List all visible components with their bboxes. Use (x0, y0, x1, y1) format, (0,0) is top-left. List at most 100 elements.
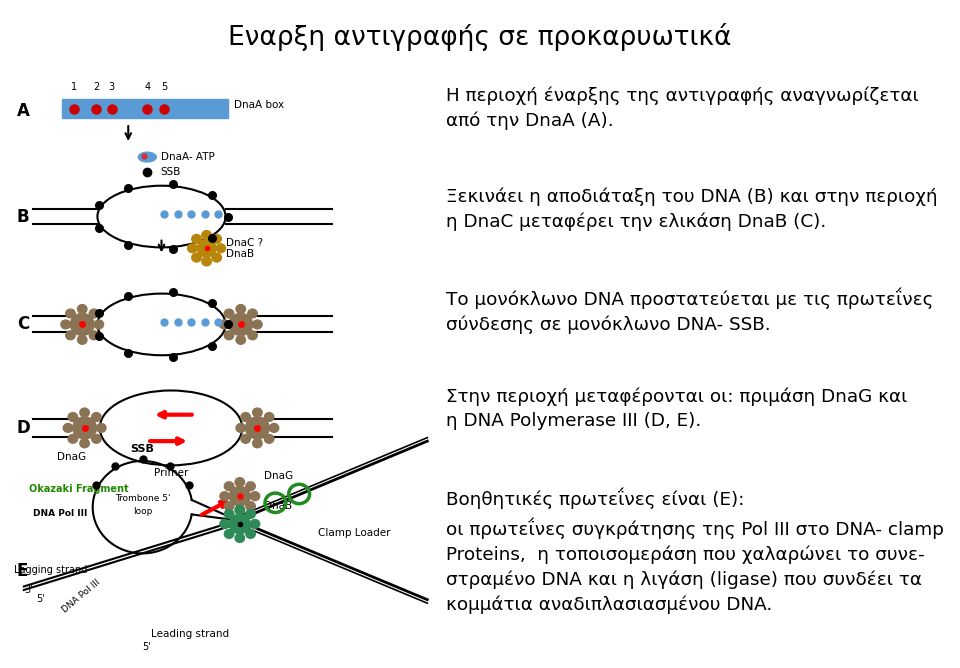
Circle shape (216, 244, 226, 253)
Circle shape (80, 408, 89, 417)
Circle shape (225, 309, 234, 318)
Circle shape (96, 424, 106, 432)
FancyBboxPatch shape (61, 100, 228, 118)
Text: E: E (16, 562, 28, 580)
Text: DNA Pol III: DNA Pol III (60, 578, 102, 615)
Circle shape (220, 320, 228, 329)
Circle shape (65, 331, 75, 340)
Text: Lagging strand: Lagging strand (14, 565, 87, 575)
Circle shape (252, 320, 262, 329)
Circle shape (225, 482, 234, 490)
Circle shape (225, 502, 234, 510)
Text: 5': 5' (36, 594, 44, 604)
Circle shape (251, 492, 260, 500)
Circle shape (235, 478, 245, 486)
Circle shape (228, 313, 252, 335)
Circle shape (94, 320, 104, 329)
Circle shape (225, 331, 234, 340)
Circle shape (202, 257, 211, 266)
Circle shape (91, 434, 101, 444)
Circle shape (229, 486, 251, 506)
Text: SSB: SSB (131, 444, 155, 454)
Text: Η περιοχή έναρξης της αντιγραφής αναγνωρίζεται
από την DnaA (A).: Η περιοχή έναρξης της αντιγραφής αναγνωρ… (446, 87, 919, 130)
Circle shape (251, 520, 260, 528)
Circle shape (246, 417, 269, 439)
Text: Βοηθητικές πρωτεΐνες είναι (E):
οι πρωτεΐνες συγκράτησης της Pol III στο DNA- cl: Βοηθητικές πρωτεΐνες είναι (E): οι πρωτε… (446, 488, 945, 614)
Text: Leading strand: Leading strand (151, 629, 229, 639)
Circle shape (68, 413, 78, 422)
Text: DnaC ?: DnaC ? (226, 238, 263, 248)
Circle shape (246, 502, 255, 510)
Circle shape (225, 530, 234, 538)
Circle shape (236, 335, 246, 344)
Circle shape (269, 424, 278, 432)
Text: 1: 1 (71, 82, 77, 92)
Text: Το μονόκλωνο DNA προστατεύεται με τις πρωτεΐνες
σύνδεσης σε μονόκλωνο DNA- SSB.: Το μονόκλωνο DNA προστατεύεται με τις πρ… (446, 287, 934, 334)
Text: 4: 4 (144, 82, 151, 92)
Circle shape (202, 230, 211, 239)
Circle shape (70, 313, 94, 335)
Ellipse shape (138, 152, 156, 162)
Circle shape (225, 510, 234, 518)
Circle shape (264, 434, 274, 444)
Text: 3: 3 (108, 82, 114, 92)
Text: 3': 3' (24, 585, 33, 595)
Circle shape (252, 439, 262, 448)
Circle shape (246, 510, 255, 518)
Text: Trombone 5': Trombone 5' (115, 494, 170, 502)
Circle shape (236, 424, 246, 432)
Circle shape (264, 413, 274, 422)
Circle shape (235, 506, 245, 514)
Circle shape (73, 417, 96, 439)
Circle shape (252, 408, 262, 417)
Circle shape (246, 530, 255, 538)
Text: DnaG: DnaG (57, 452, 85, 462)
Circle shape (229, 514, 251, 534)
Circle shape (220, 492, 229, 500)
Text: DnaA box: DnaA box (233, 100, 284, 110)
Circle shape (68, 434, 78, 444)
Text: Εναρξη αντιγραφής σε προκαρυωτικά: Εναρξη αντιγραφής σε προκαρυωτικά (228, 23, 732, 51)
Text: DnaG: DnaG (264, 470, 293, 480)
Circle shape (212, 234, 222, 243)
Circle shape (248, 331, 257, 340)
Circle shape (80, 439, 89, 448)
Circle shape (78, 335, 87, 344)
Text: A: A (16, 102, 30, 120)
Text: B: B (16, 208, 30, 226)
Circle shape (89, 309, 99, 318)
Circle shape (241, 434, 251, 444)
Circle shape (235, 506, 245, 514)
Text: DnaB: DnaB (264, 502, 292, 512)
Text: Ξεκινάει η αποδιάταξη του DNA (B) και στην περιοχή
η DnaC μεταφέρει την ελικάση : Ξεκινάει η αποδιάταξη του DNA (B) και στ… (446, 187, 938, 230)
Circle shape (89, 331, 99, 340)
Circle shape (187, 244, 197, 253)
Circle shape (241, 413, 251, 422)
Text: SSB: SSB (160, 168, 180, 178)
Text: C: C (16, 315, 29, 333)
Circle shape (197, 239, 216, 257)
Circle shape (78, 305, 87, 313)
Circle shape (60, 320, 70, 329)
Text: Okazaki Fragment: Okazaki Fragment (29, 484, 129, 494)
Circle shape (63, 424, 73, 432)
Circle shape (246, 482, 255, 490)
Text: 2: 2 (93, 82, 99, 92)
Circle shape (220, 520, 229, 528)
Text: DnaB: DnaB (226, 249, 253, 259)
Circle shape (248, 309, 257, 318)
Text: loop: loop (132, 507, 153, 516)
Circle shape (212, 253, 222, 262)
Circle shape (236, 305, 246, 313)
Text: Στην περιοχή μεταφέρονται οι: πριμάση DnaG και
η DNA Polymerase III (D, E).: Στην περιοχή μεταφέρονται οι: πριμάση Dn… (446, 387, 908, 430)
Circle shape (192, 234, 202, 243)
Circle shape (91, 413, 101, 422)
Text: Primer: Primer (154, 468, 188, 478)
Text: DnaA- ATP: DnaA- ATP (160, 152, 214, 162)
Text: Clamp Loader: Clamp Loader (318, 528, 391, 538)
Circle shape (192, 253, 202, 262)
Text: 5: 5 (160, 82, 167, 92)
Text: 5': 5' (142, 643, 152, 653)
Circle shape (65, 309, 75, 318)
Circle shape (235, 534, 245, 542)
